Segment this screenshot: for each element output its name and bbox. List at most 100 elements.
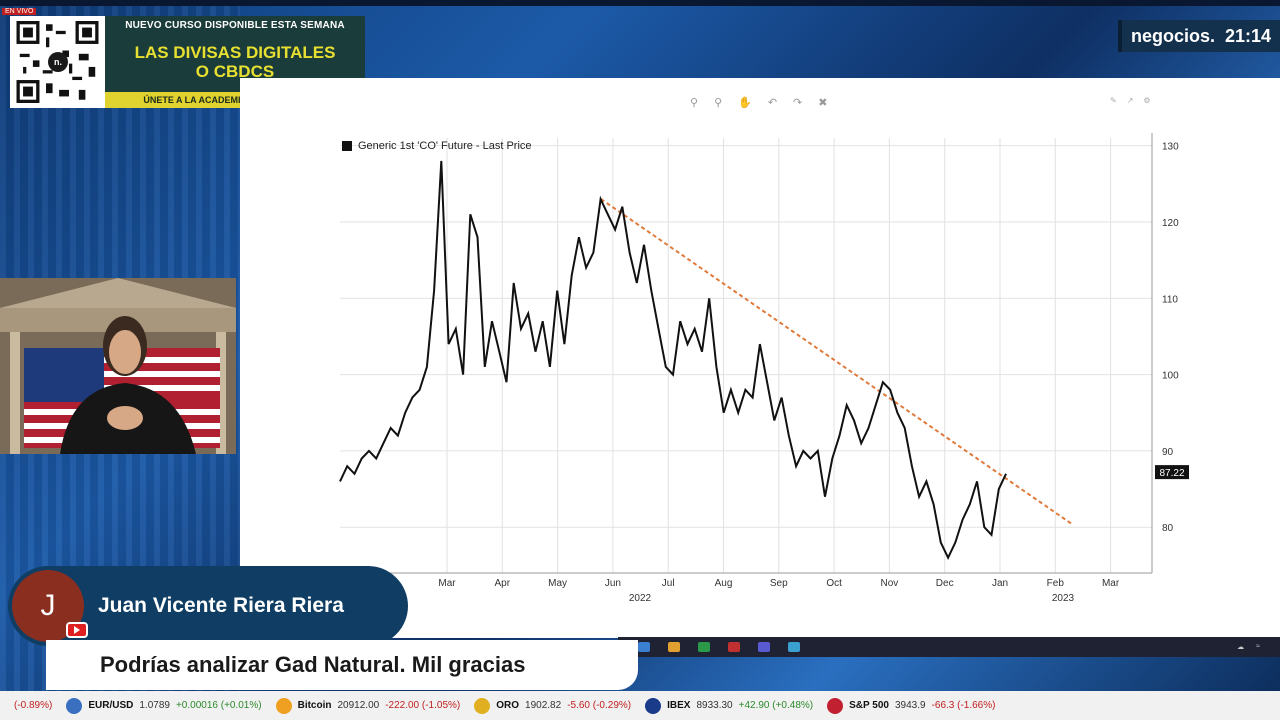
x-tick-label: Mar [438,578,456,589]
ticker-name: EUR/USD [88,700,134,711]
zoom-in-icon[interactable]: ⚲ [690,97,699,109]
youtube-icon [66,622,88,638]
taskbar-app-icon[interactable] [698,642,710,652]
promo-title-line-1: LAS DIVISAS DIGITALES [134,42,336,62]
ticker-item: S&P 500 3943.9 -66.3 (-1.66%) [827,697,996,714]
qr-code: n. [10,16,105,108]
last-price-label: 87.22 [1159,468,1184,479]
ticker-asset-icon [275,697,292,714]
x-tick-label: Feb [1047,578,1065,589]
undo-icon[interactable]: ↶ [767,97,778,109]
ticker-change: -66.3 (-1.66%) [931,700,996,711]
ticker-asset-icon [827,697,844,714]
os-taskbar: ☁ ≈ [618,637,1280,657]
channel-logo: negocios. 21:14 [1118,20,1280,52]
course-promo-banner[interactable]: n. NUEVO CURSO DISPONIBLE ESTA SEMANA LA… [10,16,365,108]
x-tick-label: Jul [662,578,675,589]
x-tick-label: Sep [770,578,788,589]
ticker-name: S&P 500 [849,700,889,711]
ticker-item: Bitcoin 20912.00 -222.00 (-1.05%) [275,697,461,714]
qr-code-icon [16,21,99,103]
market-ticker: (-0.89%) EUR/USD 1.0789 +0.00016 (+0.01%) Bi… [0,691,1280,720]
taskbar-app-icon[interactable] [758,642,770,652]
year-label-2022: 2022 [629,593,652,604]
promo-title-line-2: O CBDCS [195,61,275,81]
ticker-item: EUR/USD 1.0789 +0.00016 (+0.01%) [66,697,262,714]
ticker-value: 1.0789 [139,700,170,711]
y-tick-label: 100 [1162,371,1179,382]
reset-icon[interactable]: ✖ [818,97,828,109]
chart-toolbar: ⚲ ⚲ ✋ ↶ ↷ ✖ [690,96,827,109]
promo-title: LAS DIVISAS DIGITALES O CBDCS [135,43,336,81]
ticker-asset-icon [645,697,662,714]
ticker-asset-icon [474,697,491,714]
x-tick-label: Dec [936,578,954,589]
ticker-name: ORO [496,700,520,711]
y-tick-label: 90 [1162,447,1174,458]
price-chart: Generic 1st 'CO' Future - Last Price 130… [339,133,1189,604]
x-tick-label: Jun [605,578,621,589]
edit-tool-icon[interactable]: ✎ [1110,96,1117,105]
ticker-change: -5.60 (-0.29%) [567,700,632,711]
ticker-value: 1902.82 [525,700,562,711]
x-tick-label: Oct [826,578,842,589]
chart-screen [240,78,1280,638]
year-label-2023: 2023 [1052,593,1075,604]
pan-icon[interactable]: ✋ [738,97,752,109]
x-tick-label: May [548,578,567,589]
y-tick-label: 130 [1162,142,1179,153]
x-tick-label: Apr [495,578,511,589]
ticker-item: ORO 1902.82 -5.60 (-0.29%) [474,697,632,714]
avatar: J [12,570,88,642]
comment-author: Juan Vicente Riera Riera [98,594,344,617]
qr-logo-badge: n. [48,52,68,72]
x-tick-label: Aug [715,578,733,589]
ticker-value: 8933.30 [696,700,733,711]
live-tag: EN VIVO [2,8,37,15]
comment-box: Podrías analizar Gad Natural. Mil gracia… [46,640,638,690]
taskbar-tray: ☁ ≈ [1237,643,1280,651]
taskbar-app-icon[interactable] [788,642,800,652]
redo-icon[interactable]: ↷ [793,97,803,109]
taskbar-app-icon[interactable] [728,642,740,652]
zoom-out-icon[interactable]: ⚲ [714,97,723,109]
y-tick-label: 110 [1162,294,1178,305]
avatar-letter: J [40,589,56,622]
taskbar-app-icon[interactable] [638,642,650,652]
ticker-change: +0.00016 (+0.01%) [175,700,262,711]
ticker-name: IBEX [667,700,691,711]
presenter-video [0,278,236,454]
ticker-value: 3943.9 [894,700,926,711]
top-strip [0,0,1280,6]
promo-top-line: NUEVO CURSO DISPONIBLE ESTA SEMANA [125,20,345,31]
ticker-item: IBEX 8933.30 +42.90 (+0.48%) [645,697,813,714]
price-series-line [339,160,1007,561]
ticker-change: -222.00 (-1.05%) [385,700,461,711]
x-axis-ticks: Mar Apr May Jun Jul Aug Sep Oct Nov Dec Jan Feb Mar [438,578,1119,589]
chart-grid [340,133,1153,574]
presenter-webcam [0,278,236,454]
ticker-change: (-0.89%) [14,700,53,711]
y-tick-label: 80 [1162,523,1174,534]
share-tool-icon[interactable]: ↗ [1126,96,1134,105]
settings-tool-icon[interactable]: ⚙ [1143,96,1151,105]
x-tick-label: Mar [1102,578,1120,589]
legend-swatch [342,141,352,151]
comment-text: Podrías analizar Gad Natural. Mil gracia… [100,652,526,677]
y-tick-label: 120 [1162,218,1179,229]
chart-right-tools: ✎ ↗ ⚙ [1110,96,1151,105]
x-tick-label: Nov [881,578,899,589]
x-tick-label: Jan [992,578,1008,589]
weather-icon[interactable]: ☁ [1237,644,1245,651]
ticker-item: (-0.89%) [2,700,52,711]
channel-name: negocios. [1130,25,1215,46]
network-icon[interactable]: ≈ [1256,643,1260,650]
ticker-name: Bitcoin [297,700,332,711]
ticker-asset-icon [66,697,83,714]
taskbar-app-icon[interactable] [668,642,680,652]
clock-time: 21:14 [1224,25,1272,46]
chart-legend: Generic 1st 'CO' Future - Last Price [358,140,532,152]
last-price-marker [1155,465,1189,480]
comment-author-pill: J Juan Vicente Riera Riera [8,566,408,646]
y-axis-ticks: 130 120 110 100 90 80 [1162,142,1179,535]
